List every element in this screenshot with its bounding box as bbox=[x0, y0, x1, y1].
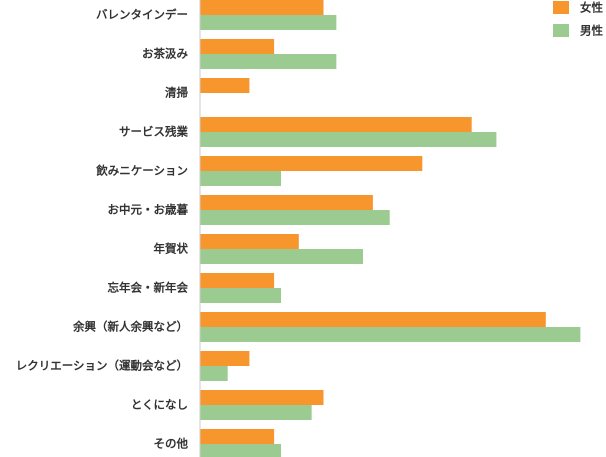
bar-female-1 bbox=[200, 39, 275, 54]
legend-swatch-0 bbox=[553, 1, 569, 14]
bar-male-9 bbox=[200, 366, 228, 381]
category-label-6: 年賀状 bbox=[154, 242, 189, 256]
bar-female-7 bbox=[200, 273, 275, 288]
legend-swatch-1 bbox=[553, 24, 569, 37]
bar-male-5 bbox=[200, 210, 390, 225]
category-label-7: 忘年会・新年会 bbox=[108, 281, 189, 295]
bar-female-11 bbox=[200, 429, 275, 444]
bar-female-8 bbox=[200, 312, 546, 327]
bar-male-0 bbox=[200, 15, 337, 30]
bar-male-11 bbox=[200, 444, 282, 457]
bar-female-0 bbox=[200, 0, 324, 15]
bar-male-4 bbox=[200, 171, 282, 186]
bar-male-10 bbox=[200, 405, 312, 420]
category-label-0: バレンタインデー bbox=[96, 8, 188, 22]
bar-male-3 bbox=[200, 132, 497, 147]
bar-male-1 bbox=[200, 54, 337, 69]
bar-female-6 bbox=[200, 234, 299, 249]
bar-female-5 bbox=[200, 195, 373, 210]
category-label-1: お茶汲み bbox=[142, 47, 188, 61]
category-label-11: その他 bbox=[154, 437, 189, 451]
legend-label-1: 男性 bbox=[580, 24, 603, 38]
bar-male-8 bbox=[200, 327, 581, 342]
category-label-5: お中元・お歳暮 bbox=[108, 203, 189, 217]
bars-group bbox=[200, 0, 581, 457]
bar-female-10 bbox=[200, 390, 324, 405]
category-label-3: サービス残業 bbox=[119, 125, 188, 139]
bar-male-7 bbox=[200, 288, 282, 303]
legend-label-0: 女性 bbox=[580, 1, 603, 15]
category-label-9: レクリエーション（運動会など） bbox=[16, 359, 188, 373]
bar-female-2 bbox=[200, 78, 250, 93]
category-label-8: 余興（新人余興など） bbox=[72, 320, 188, 334]
category-label-10: とくになし bbox=[131, 398, 188, 412]
bar-female-9 bbox=[200, 351, 250, 366]
category-label-4: 飲みニケーション bbox=[95, 164, 188, 178]
category-label-2: 清掃 bbox=[165, 86, 188, 100]
bar-male-6 bbox=[200, 249, 364, 264]
bar-female-4 bbox=[200, 156, 423, 171]
bar-female-3 bbox=[200, 117, 472, 132]
category-labels: バレンタインデーお茶汲み清掃サービス残業飲みニケーションお中元・お歳暮年賀状忘年… bbox=[16, 8, 189, 451]
